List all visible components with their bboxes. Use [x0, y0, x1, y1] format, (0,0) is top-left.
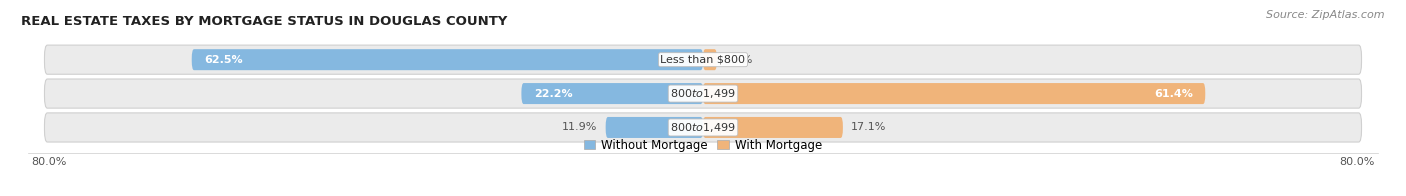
Text: Source: ZipAtlas.com: Source: ZipAtlas.com — [1267, 10, 1385, 20]
FancyBboxPatch shape — [45, 79, 1361, 108]
Text: 62.5%: 62.5% — [204, 55, 243, 65]
Text: 1.7%: 1.7% — [725, 55, 754, 65]
FancyBboxPatch shape — [522, 83, 703, 104]
FancyBboxPatch shape — [45, 45, 1361, 74]
FancyBboxPatch shape — [703, 49, 717, 70]
Legend: Without Mortgage, With Mortgage: Without Mortgage, With Mortgage — [579, 134, 827, 156]
FancyBboxPatch shape — [703, 83, 1205, 104]
Text: REAL ESTATE TAXES BY MORTGAGE STATUS IN DOUGLAS COUNTY: REAL ESTATE TAXES BY MORTGAGE STATUS IN … — [21, 15, 508, 28]
Text: $800 to $1,499: $800 to $1,499 — [671, 121, 735, 134]
Text: 61.4%: 61.4% — [1154, 89, 1194, 99]
Text: 11.9%: 11.9% — [562, 122, 598, 132]
Text: Less than $800: Less than $800 — [661, 55, 745, 65]
Text: 22.2%: 22.2% — [534, 89, 572, 99]
FancyBboxPatch shape — [703, 117, 842, 138]
FancyBboxPatch shape — [191, 49, 703, 70]
Text: 17.1%: 17.1% — [851, 122, 886, 132]
Text: $800 to $1,499: $800 to $1,499 — [671, 87, 735, 100]
FancyBboxPatch shape — [45, 113, 1361, 142]
FancyBboxPatch shape — [606, 117, 703, 138]
